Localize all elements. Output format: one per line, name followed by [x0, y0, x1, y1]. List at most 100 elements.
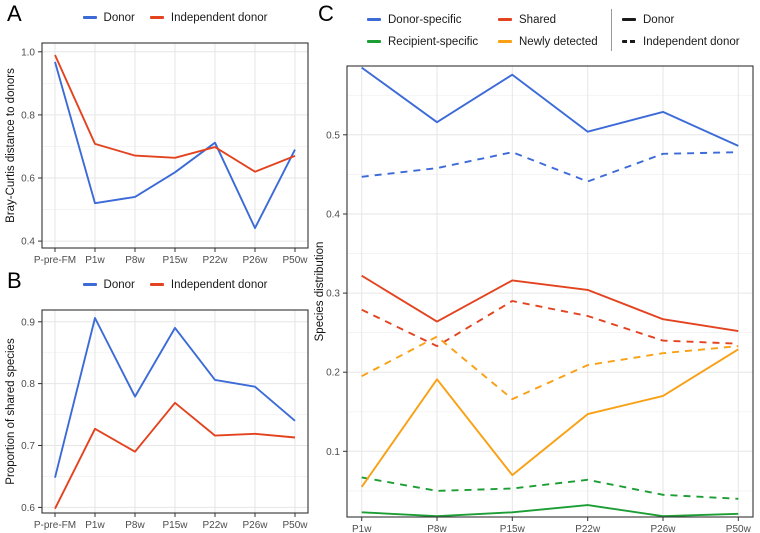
series-newly-detected-donor: [360, 348, 739, 488]
series-donor: [54, 61, 296, 230]
x-tick-label: P-pre-FM: [34, 520, 76, 531]
legend-swatch-line-icon: [82, 283, 97, 286]
y-axis-title: Proportion of shared species: [5, 338, 17, 485]
legend-item-shared: Shared: [498, 12, 598, 27]
y-tick-label: 0.3: [326, 289, 340, 300]
panel-C-legend-divider: [611, 9, 612, 51]
y-axis: 0.1 0.2 0.3 0.4 0.5 Species distribution: [314, 130, 347, 458]
legend-swatch-line-icon: [367, 18, 381, 21]
legend-item-donor: Donor: [82, 277, 135, 292]
y-tick-label: 0.7: [21, 441, 35, 452]
x-tick-label: P50w: [282, 520, 308, 531]
gridlines: [42, 310, 308, 513]
y-tick-label: 1.0: [21, 47, 35, 58]
series-recipient-specific-independent-donor: [361, 476, 739, 500]
series-independent-donor: [54, 54, 296, 173]
x-tick-label: P22w: [575, 524, 601, 533]
legend-swatch-line-icon: [82, 16, 97, 19]
y-tick-label: 0.6: [21, 503, 35, 514]
panel-C-legend-colors-col2: Shared Newly detected: [498, 12, 598, 49]
x-tick-label: P8w: [125, 255, 145, 266]
panel-C: C Donor-specific Recipient-specific Share…: [310, 0, 760, 533]
series-shared-donor: [361, 274, 739, 333]
x-tick-label: P8w: [427, 524, 447, 533]
panel-B-chart: 0.6 0.7 0.8 0.9 Proportion of shared species…: [5, 309, 309, 531]
legend-label: Independent donor: [643, 35, 740, 48]
series-lines: [54, 317, 296, 510]
x-tick-label: P26w: [650, 524, 676, 533]
series-independent-donor: [54, 401, 296, 510]
legend-label: Donor: [643, 13, 675, 26]
panel-A-letter: A: [7, 1, 22, 26]
x-tick-label: P1w: [85, 520, 105, 531]
legend-item-donor: Donor: [82, 10, 135, 25]
legend-item-independent-donor: Independent donor: [149, 10, 268, 25]
series-recipient-specific-donor: [361, 504, 739, 518]
x-tick-label: P-pre-FM: [34, 255, 76, 266]
legend-swatch-line-icon: [149, 283, 164, 286]
x-tick-label: P26w: [242, 520, 268, 531]
legend-swatch-dashed-line-icon: [622, 40, 636, 43]
x-tick-label: P50w: [726, 524, 752, 533]
x-axis: P-pre-FM P1w P8w P15w P22w P26w P50w: [34, 248, 308, 266]
x-tick-label: P22w: [202, 255, 228, 266]
y-axis: 0.6 0.7 0.8 0.9 Proportion of shared species: [5, 317, 42, 514]
x-axis: P1w P8w P15w P22w P26w P50w: [352, 517, 752, 533]
legend-swatch-line-icon: [367, 40, 381, 43]
gridlines: [42, 43, 308, 248]
legend-label: Donor: [103, 11, 135, 24]
y-tick-label: 0.4: [326, 210, 340, 221]
panel-B: B Donor Independent donor 0.6 0.7 0.8 0.9 Pro…: [0, 267, 312, 533]
legend-label: Donor: [103, 278, 135, 291]
x-tick-label: P1w: [85, 255, 105, 266]
series-lines: [360, 66, 739, 518]
legend-label: Recipient-specific: [388, 35, 479, 48]
panel-B-letter: B: [7, 268, 22, 293]
y-tick-label: 0.5: [326, 130, 340, 141]
legend-swatch-line-icon: [498, 40, 512, 43]
x-tick-label: P15w: [162, 255, 188, 266]
y-axis-title: Bray-Curtis distance to donors: [5, 68, 17, 223]
x-tick-label: P15w: [500, 524, 526, 533]
panel-C-letter: C: [318, 1, 334, 26]
series-newly-detected-independent-donor: [361, 335, 739, 401]
panel-A: A Donor Independent donor 0.4 0.6 0.8 1.0 Bra…: [0, 0, 312, 266]
y-tick-label: 0.8: [21, 379, 35, 390]
y-tick-label: 0.2: [326, 368, 340, 379]
legend-item-newly-detected: Newly detected: [498, 34, 598, 49]
series-shared-independent-donor: [361, 300, 739, 348]
gridlines: [347, 66, 753, 517]
legend-item-recipient-specific: Recipient-specific: [367, 34, 478, 49]
y-tick-label: 0.9: [21, 317, 35, 328]
legend-label: Independent donor: [170, 278, 268, 291]
x-tick-label: P26w: [242, 255, 268, 266]
panel-C-legend-linetypes: Donor Independent donor: [622, 12, 740, 49]
panel-border: [346, 65, 754, 518]
y-tick-label: 0.4: [21, 237, 35, 248]
legend-label: Independent donor: [170, 11, 268, 24]
x-tick-label: P15w: [162, 520, 188, 531]
y-axis-title: Species distribution: [314, 242, 326, 342]
legend-label: Donor-specific: [388, 13, 462, 26]
panel-A-legend: Donor Independent donor: [42, 10, 308, 25]
y-tick-label: 0.8: [21, 110, 35, 121]
legend-label: Newly detected: [519, 35, 598, 48]
panel-B-legend: Donor Independent donor: [42, 277, 308, 292]
panel-C-legend-colors-col1: Donor-specific Recipient-specific: [367, 12, 478, 49]
x-tick-label: P8w: [125, 520, 145, 531]
y-tick-label: 0.6: [21, 174, 35, 185]
legend-swatch-line-icon: [149, 16, 164, 19]
y-tick-label: 0.1: [326, 447, 340, 458]
series-lines: [54, 54, 296, 230]
legend-item-donor: Donor: [622, 12, 740, 27]
series-donor-specific-independent-donor: [361, 151, 739, 183]
panel-A-chart: 0.4 0.6 0.8 1.0 Bray-Curtis distance to dono…: [5, 42, 309, 266]
legend-swatch-line-icon: [498, 18, 512, 21]
x-tick-label: P50w: [282, 255, 308, 266]
x-tick-label: P1w: [352, 524, 372, 533]
legend-item-independent-donor: Independent donor: [622, 34, 740, 49]
y-axis: 0.4 0.6 0.8 1.0 Bray-Curtis distance to dono…: [5, 47, 42, 248]
legend-item-donor-specific: Donor-specific: [367, 12, 478, 27]
x-axis: P-pre-FM P1w P8w P15w P22w P26w P50w: [34, 513, 308, 531]
